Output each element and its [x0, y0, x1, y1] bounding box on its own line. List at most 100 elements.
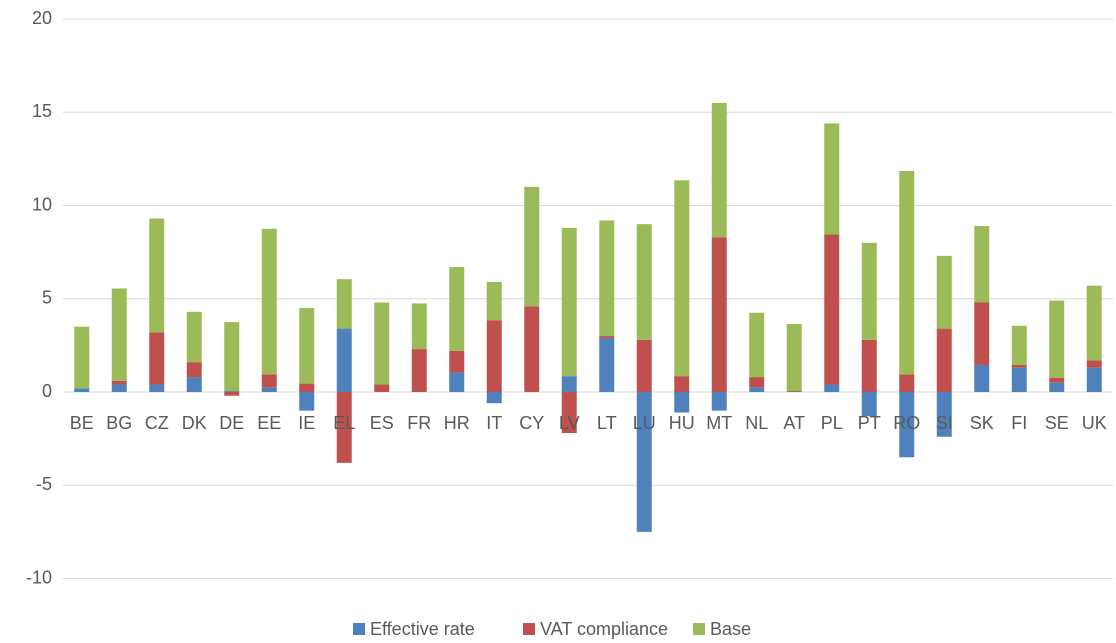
legend-label: Base [710, 619, 751, 639]
bar-segment [711, 102, 727, 238]
bar-segment [936, 255, 952, 329]
bar-segment [1086, 367, 1102, 392]
x-tick-label: SI [936, 413, 953, 433]
bar-segment [674, 392, 690, 413]
bar-segment [1049, 300, 1065, 379]
bar-segment [974, 226, 990, 303]
x-tick-label: BG [106, 413, 132, 433]
bar-segment [899, 170, 915, 375]
bar-segment [711, 237, 727, 392]
bar-segment [149, 218, 165, 333]
bar-segment [449, 267, 465, 351]
bar-segment [336, 392, 352, 463]
legend-swatch [693, 623, 705, 635]
x-tick-label: HR [444, 413, 470, 433]
bar-segment [74, 326, 90, 389]
bar-segment [111, 288, 127, 381]
legend-swatch [353, 623, 365, 635]
bar-segment [674, 376, 690, 392]
bar-segment [749, 387, 765, 392]
bar-segment [524, 186, 540, 307]
bar-segment [186, 362, 202, 378]
bar-segment [899, 374, 915, 392]
bar-segment [74, 388, 90, 392]
x-tick-label: SK [970, 413, 994, 433]
bar-segment [861, 242, 877, 340]
bar-segment [224, 322, 240, 392]
bar-segment [524, 306, 540, 392]
bar-segment [936, 328, 952, 392]
bar-segment [561, 227, 577, 377]
x-tick-label: FI [1011, 413, 1027, 433]
bar-segment [486, 392, 502, 404]
bar-segment [974, 364, 990, 392]
bar-segment [561, 392, 577, 434]
bar-segment [636, 339, 652, 392]
bar-segment [336, 328, 352, 392]
legend-swatch [523, 623, 535, 635]
bar-segment [711, 392, 727, 411]
bar-segment [599, 220, 615, 337]
x-tick-label: LV [559, 413, 580, 433]
y-tick-label: 5 [42, 288, 52, 308]
bar-segment [224, 391, 240, 392]
bar-segment [111, 384, 127, 392]
y-tick-label: 0 [42, 381, 52, 401]
bar-segment [1086, 285, 1102, 361]
bar-segment [261, 387, 277, 392]
bar-segment [186, 377, 202, 392]
x-tick-label: FR [407, 413, 431, 433]
bar-segment [449, 372, 465, 392]
bar-segment [636, 224, 652, 340]
bar-segment [411, 349, 427, 392]
bar-segment [1011, 364, 1027, 368]
bar-segment [336, 279, 352, 329]
bar-segment [824, 123, 840, 235]
x-tick-label: NL [745, 413, 768, 433]
x-tick-label: ES [370, 413, 394, 433]
bar-segment [149, 332, 165, 385]
bar-segment [786, 391, 802, 392]
bar-segment [824, 234, 840, 385]
bar-segment [374, 302, 390, 385]
bar-segment [299, 383, 315, 392]
legend-label: VAT compliance [540, 619, 668, 639]
x-tick-label: PL [821, 413, 843, 433]
bar-segment [224, 392, 240, 396]
bar-segment [261, 228, 277, 375]
x-tick-label: DK [182, 413, 207, 433]
bar-segment [449, 350, 465, 373]
bar-segment [411, 303, 427, 350]
y-tick-label: -5 [36, 474, 52, 494]
y-tick-label: 10 [32, 194, 52, 214]
x-tick-label: CZ [145, 413, 169, 433]
x-tick-label: EL [333, 413, 355, 433]
x-tick-label: PT [858, 413, 881, 433]
x-tick-label: RO [893, 413, 920, 433]
bar-segment [186, 311, 202, 363]
bar-segment [1049, 378, 1065, 383]
bar-segment [599, 336, 615, 338]
x-tick-label: MT [706, 413, 732, 433]
x-tick-label: AT [783, 413, 805, 433]
bar-segment [1049, 382, 1065, 392]
x-tick-label: DE [219, 413, 244, 433]
bar-segment [1011, 367, 1027, 392]
bar-segment [786, 323, 802, 392]
x-tick-label: BE [70, 413, 94, 433]
y-tick-label: 15 [32, 101, 52, 121]
bar-segment [374, 384, 390, 392]
x-tick-label: HU [669, 413, 695, 433]
x-tick-label: UK [1082, 413, 1107, 433]
bar-segment [861, 339, 877, 392]
x-tick-label: IE [298, 413, 315, 433]
bar-segment [299, 392, 315, 411]
x-tick-label: SE [1045, 413, 1069, 433]
y-tick-label: -10 [26, 567, 52, 587]
legend-label: Effective rate [370, 619, 475, 639]
bar-segment [486, 320, 502, 392]
bar-segment [299, 308, 315, 384]
bar-segment [749, 312, 765, 378]
bar-segment [261, 374, 277, 388]
x-tick-label: CY [519, 413, 544, 433]
